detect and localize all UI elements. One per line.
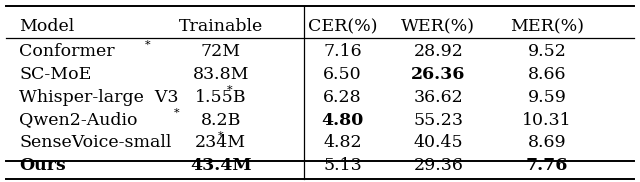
Text: Conformer: Conformer xyxy=(19,43,115,60)
Text: 7.16: 7.16 xyxy=(323,43,362,60)
Text: 8.66: 8.66 xyxy=(528,66,566,83)
Text: SC-MoE: SC-MoE xyxy=(19,66,92,83)
Text: 4.82: 4.82 xyxy=(323,134,362,151)
Text: Qwen2-Audio: Qwen2-Audio xyxy=(19,112,138,129)
Text: 29.36: 29.36 xyxy=(413,157,463,174)
Text: MER(%): MER(%) xyxy=(510,18,584,35)
Text: 234M: 234M xyxy=(195,134,246,151)
Text: *: * xyxy=(145,40,150,50)
Text: SenseVoice-small: SenseVoice-small xyxy=(19,134,172,151)
Text: 55.23: 55.23 xyxy=(413,112,463,129)
Text: 6.50: 6.50 xyxy=(323,66,362,83)
Text: 36.62: 36.62 xyxy=(413,89,463,106)
Text: 9.52: 9.52 xyxy=(528,43,566,60)
Text: 4.80: 4.80 xyxy=(321,112,364,129)
Text: 43.4M: 43.4M xyxy=(190,157,252,174)
Text: WER(%): WER(%) xyxy=(401,18,476,35)
Text: 26.36: 26.36 xyxy=(412,66,465,83)
Text: 1.55B: 1.55B xyxy=(195,89,246,106)
Text: 8.69: 8.69 xyxy=(528,134,566,151)
Text: 5.13: 5.13 xyxy=(323,157,362,174)
Text: CER(%): CER(%) xyxy=(308,18,377,35)
Text: Ours: Ours xyxy=(19,157,66,174)
Text: *: * xyxy=(218,131,223,141)
Text: 7.76: 7.76 xyxy=(526,157,568,174)
Text: Trainable: Trainable xyxy=(179,18,263,35)
Text: *: * xyxy=(227,85,232,95)
Text: Whisper-large  V3: Whisper-large V3 xyxy=(19,89,179,106)
Text: 40.45: 40.45 xyxy=(413,134,463,151)
Text: 28.92: 28.92 xyxy=(413,43,463,60)
Text: 6.28: 6.28 xyxy=(323,89,362,106)
Text: 83.8M: 83.8M xyxy=(193,66,249,83)
Text: 8.2B: 8.2B xyxy=(200,112,241,129)
Text: Model: Model xyxy=(19,18,74,35)
Text: *: * xyxy=(174,108,180,118)
Text: 10.31: 10.31 xyxy=(522,112,572,129)
Text: 9.59: 9.59 xyxy=(528,89,566,106)
Text: 72M: 72M xyxy=(201,43,241,60)
